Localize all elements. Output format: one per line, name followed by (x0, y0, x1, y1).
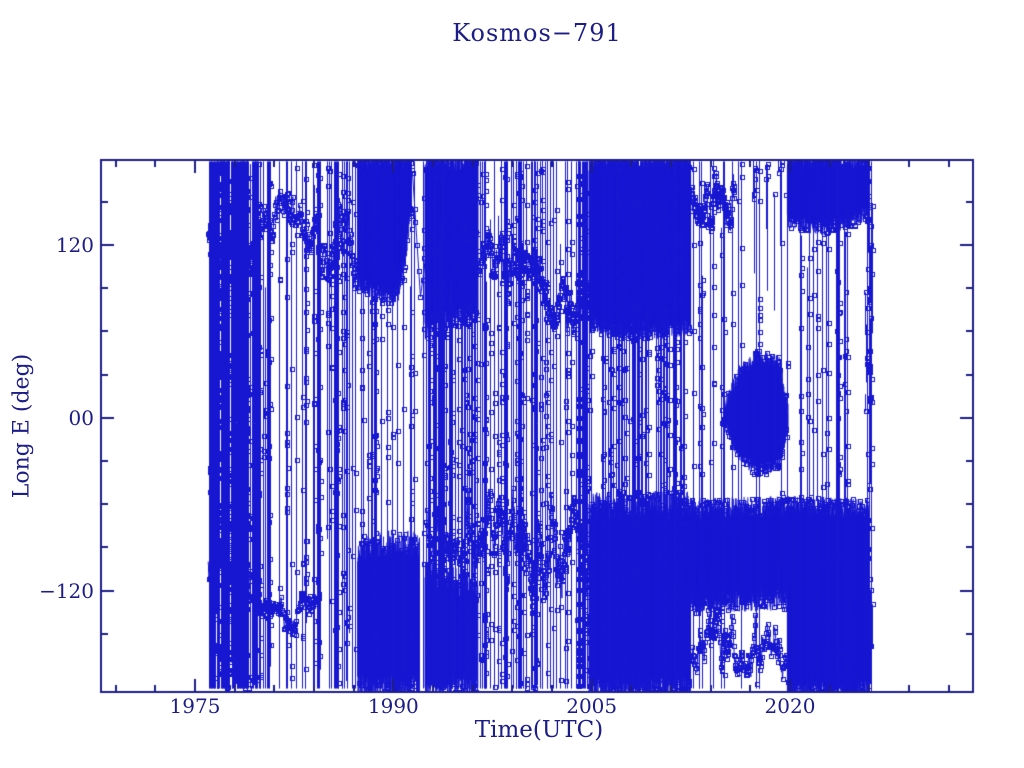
x-tick-label: 2005 (566, 694, 618, 718)
x-tick-label: 1975 (169, 694, 221, 718)
x-axis-title: Time(UTC) (474, 717, 604, 743)
y-axis-title: Long E (deg) (9, 353, 35, 499)
chart-title: Kosmos−791 (452, 19, 622, 47)
y-tick-label: −120 (39, 578, 94, 603)
x-tick-label: 2020 (764, 694, 816, 718)
y-tick-label: 120 (55, 232, 94, 257)
y-tick-label: 00 (68, 405, 94, 430)
x-tick-label: 1990 (367, 694, 419, 718)
